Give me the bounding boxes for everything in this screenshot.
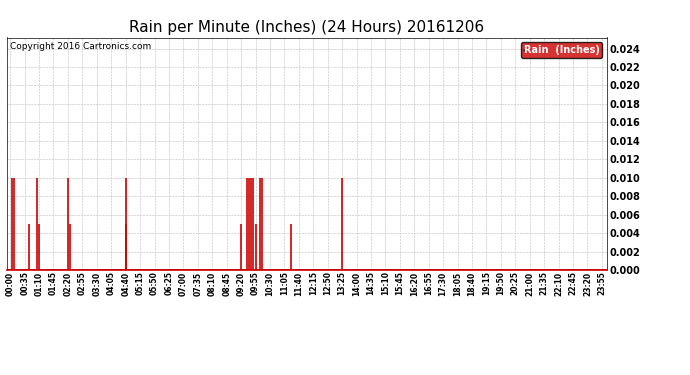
Legend: Rain  (Inches): Rain (Inches) xyxy=(521,42,602,58)
Text: Copyright 2016 Cartronics.com: Copyright 2016 Cartronics.com xyxy=(10,42,151,51)
Title: Rain per Minute (Inches) (24 Hours) 20161206: Rain per Minute (Inches) (24 Hours) 2016… xyxy=(130,20,484,35)
